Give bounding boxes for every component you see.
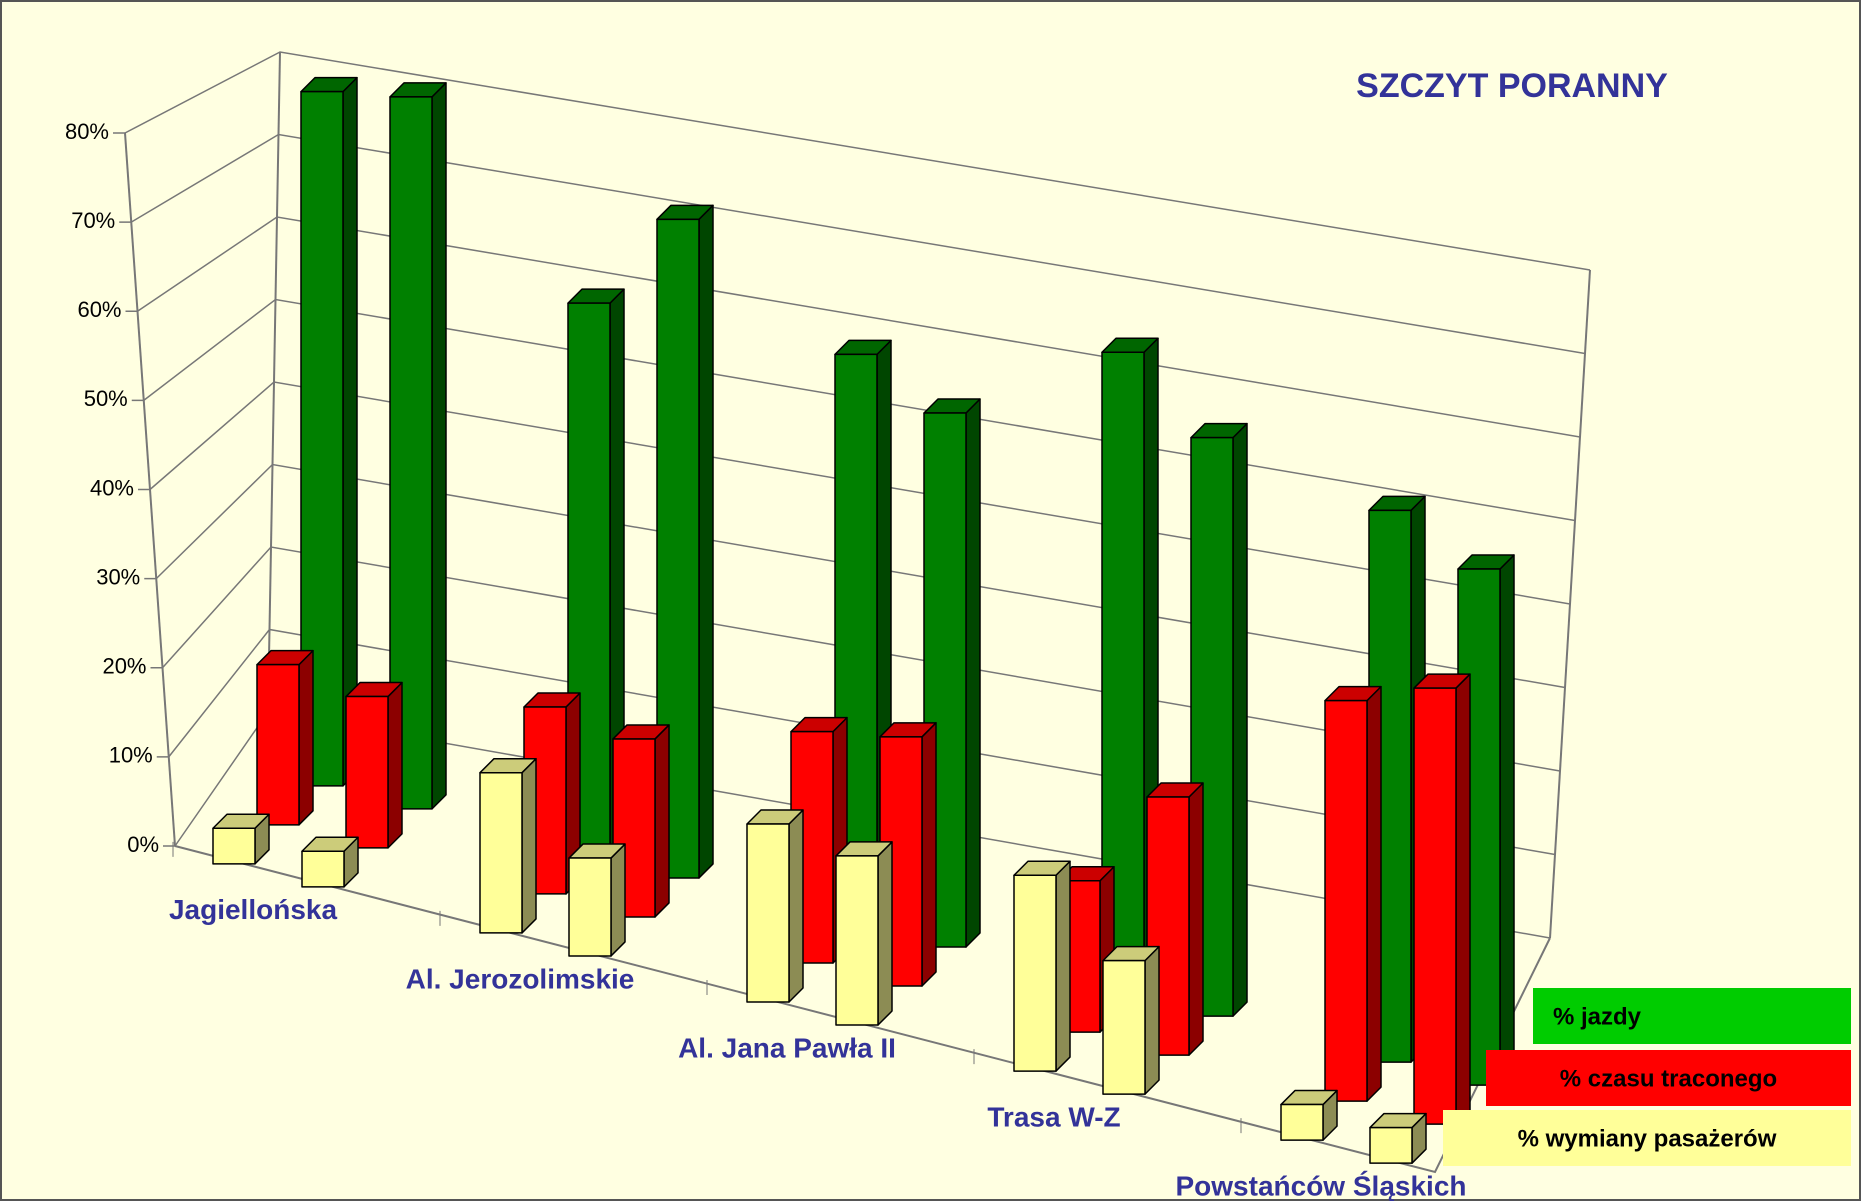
bar-side bbox=[610, 843, 626, 957]
bar-group bbox=[1280, 1089, 1338, 1141]
bar-group bbox=[1146, 782, 1204, 1056]
x-tick-label: Jagiellońska bbox=[169, 894, 338, 925]
legend-label: % czasu traconego bbox=[1560, 1065, 1777, 1092]
bar bbox=[256, 663, 300, 826]
bar bbox=[345, 695, 389, 849]
bar-group bbox=[835, 841, 893, 1026]
y-tick-label: 40% bbox=[90, 475, 134, 500]
x-tick-label: Powstańców Śląskich bbox=[1176, 1171, 1467, 1201]
legend-swatch bbox=[1533, 988, 1851, 1044]
y-tick-label: 10% bbox=[109, 743, 153, 768]
legend-label: % jazdy bbox=[1553, 1003, 1642, 1030]
y-tick-label: 0% bbox=[127, 832, 159, 857]
y-tick-label: 60% bbox=[77, 297, 121, 322]
bar-group bbox=[1102, 945, 1160, 1095]
bar-side bbox=[1232, 422, 1248, 1017]
legend-label: % wymiany pasażerów bbox=[1518, 1125, 1777, 1152]
x-tick-label: Al. Jerozolimskie bbox=[406, 963, 635, 994]
bar-group bbox=[746, 809, 804, 1003]
bar bbox=[1369, 1126, 1413, 1164]
bar-side bbox=[1499, 554, 1515, 1086]
bar bbox=[1280, 1103, 1324, 1141]
bar bbox=[1324, 699, 1368, 1102]
bar-group bbox=[1013, 860, 1071, 1072]
bar bbox=[1146, 796, 1190, 1056]
bar bbox=[1413, 687, 1457, 1125]
bar-side bbox=[431, 82, 447, 810]
chart-title: SZCZYT PORANNY bbox=[1356, 67, 1668, 105]
bar bbox=[1013, 874, 1057, 1072]
y-tick-label: 80% bbox=[65, 119, 109, 144]
bar-side bbox=[654, 724, 670, 918]
bar-side bbox=[877, 841, 893, 1026]
bar-group bbox=[612, 724, 670, 918]
bar bbox=[479, 771, 523, 934]
bar-group bbox=[479, 757, 537, 934]
bar-group bbox=[1413, 673, 1471, 1125]
bar bbox=[568, 857, 612, 957]
bar-side bbox=[521, 757, 537, 934]
bar-group bbox=[345, 681, 403, 849]
grid-line bbox=[130, 133, 1586, 355]
bar-group bbox=[1324, 685, 1382, 1102]
bar bbox=[835, 855, 879, 1026]
bar-side bbox=[1366, 685, 1382, 1102]
bar bbox=[301, 850, 345, 888]
bar-group bbox=[256, 649, 314, 826]
bar-side bbox=[965, 398, 981, 948]
x-tick-label: Al. Jana Pawła II bbox=[678, 1032, 896, 1063]
bar-group bbox=[301, 836, 359, 888]
bar-side bbox=[1144, 945, 1160, 1095]
bar-side bbox=[921, 722, 937, 987]
legend-swatch bbox=[1443, 1110, 1851, 1166]
bar-side bbox=[788, 809, 804, 1003]
y-tick-label: 70% bbox=[71, 208, 115, 233]
bar bbox=[1102, 959, 1146, 1095]
x-tick-label: Trasa W-Z bbox=[987, 1101, 1120, 1132]
bar bbox=[746, 823, 790, 1003]
y-tick-label: 30% bbox=[96, 564, 140, 589]
bar-side bbox=[342, 76, 358, 787]
bar bbox=[212, 827, 256, 865]
bar-group bbox=[212, 813, 270, 865]
bar-group bbox=[568, 843, 626, 957]
bar-side bbox=[698, 204, 714, 879]
y-tick-label: 20% bbox=[102, 654, 146, 679]
bar-side bbox=[387, 681, 403, 849]
bar-side bbox=[1188, 782, 1204, 1056]
bar-group bbox=[1369, 1112, 1427, 1164]
legend-swatch bbox=[1486, 1050, 1851, 1106]
bar-group bbox=[656, 204, 714, 879]
bar-side bbox=[1055, 860, 1071, 1072]
grid-line bbox=[124, 51, 1591, 271]
y-tick-label: 50% bbox=[84, 386, 128, 411]
bar-side bbox=[298, 649, 314, 826]
bar-side bbox=[1455, 673, 1471, 1125]
